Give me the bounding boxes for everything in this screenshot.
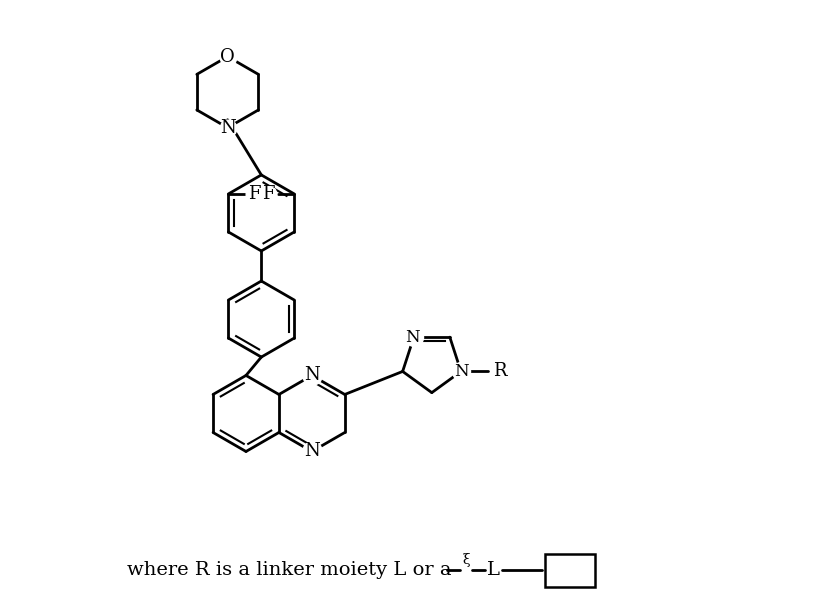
Text: O: O xyxy=(221,47,235,65)
Text: N: N xyxy=(220,119,235,137)
Text: N: N xyxy=(304,367,319,384)
Text: N: N xyxy=(453,363,468,380)
Bar xyxy=(545,554,595,587)
Text: ULM: ULM xyxy=(545,561,595,580)
Text: F: F xyxy=(248,185,261,203)
Text: where R is a linker moiety L or a: where R is a linker moiety L or a xyxy=(127,561,451,580)
Text: L: L xyxy=(487,561,500,580)
Text: ξ: ξ xyxy=(462,553,470,567)
Text: N: N xyxy=(405,329,420,346)
Text: R: R xyxy=(493,362,507,381)
Text: F: F xyxy=(262,185,275,203)
Text: N: N xyxy=(304,442,319,461)
